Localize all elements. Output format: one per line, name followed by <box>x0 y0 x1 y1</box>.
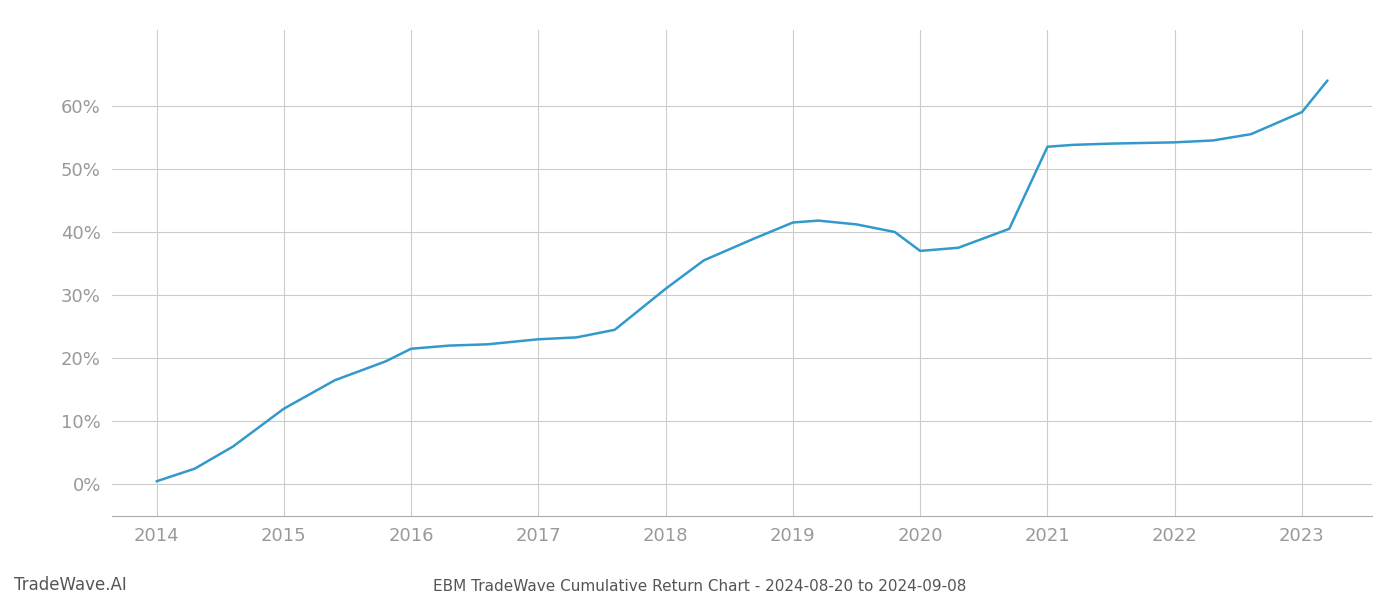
Text: TradeWave.AI: TradeWave.AI <box>14 576 127 594</box>
Text: EBM TradeWave Cumulative Return Chart - 2024-08-20 to 2024-09-08: EBM TradeWave Cumulative Return Chart - … <box>434 579 966 594</box>
